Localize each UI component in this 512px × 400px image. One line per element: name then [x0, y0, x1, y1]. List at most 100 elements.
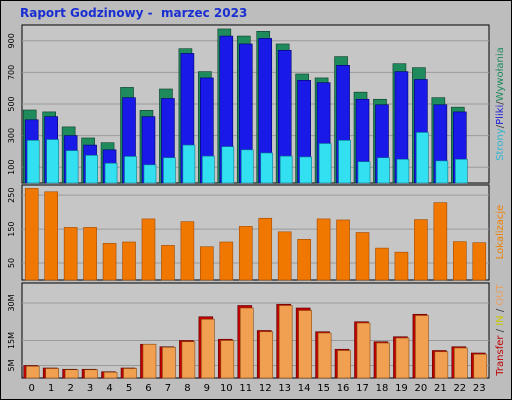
- y-tick-label: 150: [7, 221, 16, 236]
- x-tick-label: 17: [356, 383, 369, 394]
- bar-strony: [202, 155, 215, 184]
- label-lokalizacje-part: Lokalizacje: [495, 205, 506, 260]
- label-transfer-in-out-part: /: [495, 326, 506, 336]
- bar-lokalizacje: [141, 218, 156, 281]
- bar-out: [45, 368, 59, 379]
- bar-lokalizacje: [336, 219, 350, 281]
- bar-lokalizacje: [102, 243, 117, 281]
- bar-out: [201, 318, 215, 379]
- label-transfer-in-out-part: IN: [495, 315, 506, 325]
- label-strony-pliki-wywolania-part: /: [495, 101, 506, 105]
- label-strony-pliki-wywolania-part: Wywołania: [495, 47, 506, 101]
- y-tick-label: 15M: [7, 332, 16, 349]
- bar-strony: [299, 156, 312, 184]
- bar-out: [103, 371, 118, 379]
- bar-strony: [143, 164, 157, 184]
- bar-strony: [65, 150, 79, 184]
- panels-layer: 100 300 500 700 900 50 150 250 5M 15M 30M: [7, 24, 490, 379]
- x-tick-label: 11: [239, 383, 252, 394]
- bar-out: [278, 305, 293, 379]
- bar-strony: [435, 160, 449, 184]
- bar-out: [239, 307, 254, 379]
- y-tick-label: 100: [7, 160, 16, 175]
- label-strony-pliki-wywolania: Strony/Pliki/Wywołania: [495, 47, 506, 161]
- bar-lokalizacje: [24, 188, 39, 281]
- x-tick-label: 22: [453, 383, 466, 394]
- x-tick-label: 0: [29, 383, 35, 394]
- label-strony-pliki-wywolania-part: Pliki: [495, 105, 506, 125]
- x-tick-label: 9: [204, 383, 210, 394]
- bar-out: [454, 347, 468, 379]
- bar-lokalizacje: [200, 246, 214, 281]
- x-tick-label: 20: [415, 383, 428, 394]
- bar-strony: [85, 155, 98, 184]
- bar-out: [84, 369, 98, 379]
- x-tick-label: 14: [298, 383, 311, 394]
- bar-lokalizacje: [219, 241, 234, 281]
- y-tick-label: 500: [7, 96, 16, 111]
- bar-lokalizacje: [258, 217, 273, 281]
- bar-out: [376, 342, 390, 379]
- bar-out: [123, 368, 137, 379]
- bar-strony: [396, 159, 410, 184]
- bar-lokalizacje: [453, 241, 467, 281]
- x-tick-label: 4: [106, 383, 112, 394]
- label-strony-pliki-wywolania-part: /: [495, 124, 506, 128]
- bar-strony: [240, 149, 254, 184]
- plot-area: [21, 282, 490, 379]
- bar-strony: [26, 140, 40, 184]
- bar-out: [220, 340, 235, 379]
- y-tick-label: 250: [7, 188, 16, 203]
- chart-title: Raport Godzinowy - marzec 2023: [20, 6, 248, 20]
- y-tick-label: 900: [7, 33, 16, 48]
- panel-2: 50 150 250: [7, 184, 490, 281]
- x-tick-label: 18: [376, 383, 389, 394]
- bar-lokalizacje: [297, 238, 311, 281]
- bar-out: [415, 315, 429, 379]
- x-tick-label: 8: [184, 383, 190, 394]
- bar-out: [337, 350, 351, 379]
- bar-strony: [357, 161, 371, 184]
- panel-1: 100 300 500 700 900: [7, 24, 490, 184]
- y-tick-label: 700: [7, 65, 16, 80]
- x-tick-label: 3: [87, 383, 93, 394]
- bar-lokalizacje: [355, 232, 370, 281]
- bar-strony: [104, 162, 118, 184]
- bar-out: [434, 351, 449, 379]
- x-tick-label: 16: [337, 383, 350, 394]
- x-tick-label: 23: [473, 383, 486, 394]
- y-tick-label: 50: [7, 258, 16, 268]
- x-tick-label: 13: [278, 383, 291, 394]
- x-tick-label: 5: [126, 383, 132, 394]
- bar-strony: [182, 144, 196, 184]
- bar-strony: [279, 155, 293, 184]
- bar-strony: [163, 157, 176, 184]
- bar-lokalizacje: [161, 245, 175, 281]
- label-transfer-in-out-part: /: [495, 306, 506, 316]
- x-tick-label: 1: [48, 383, 54, 394]
- bar-strony: [377, 157, 390, 184]
- bar-strony: [221, 146, 235, 184]
- label-transfer-in-out: Transfer / IN / OUT: [495, 283, 506, 376]
- x-axis-labels: 0 1 2 3 4 5 6 7 8 9 10 11 12 13 14 15 16 17 18 19 20 21 22 23: [29, 383, 486, 394]
- bar-lokalizacje: [83, 227, 97, 281]
- plot-area: [21, 184, 490, 281]
- x-tick-label: 21: [434, 383, 447, 394]
- bar-strony: [260, 152, 274, 184]
- x-tick-label: 19: [395, 383, 408, 394]
- bar-out: [181, 341, 196, 379]
- bar-lokalizacje: [63, 227, 78, 281]
- bar-out: [356, 322, 371, 379]
- bar-out: [25, 365, 40, 379]
- y-tick-label: 300: [7, 128, 16, 143]
- bar-strony: [124, 156, 137, 184]
- bar-lokalizacje: [122, 241, 136, 281]
- label-strony-pliki-wywolania-part: Strony: [495, 128, 506, 161]
- bar-out: [473, 353, 488, 379]
- x-tick-label: 6: [145, 383, 151, 394]
- panel-3: 5M 15M 30M: [7, 282, 490, 379]
- label-transfer-in-out-part: OUT: [495, 283, 506, 305]
- bar-out: [64, 369, 79, 379]
- bar-strony: [318, 143, 332, 184]
